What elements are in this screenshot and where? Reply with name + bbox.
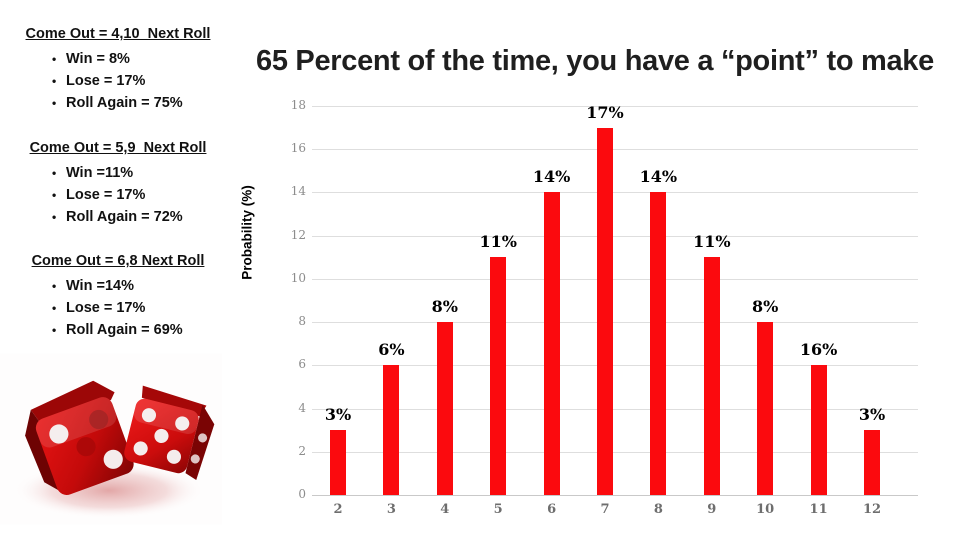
y-tick-label: 14 — [290, 184, 306, 199]
bullet-text: Roll Again = 72% — [66, 209, 183, 225]
gridline — [312, 106, 918, 107]
y-tick-label: 16 — [290, 141, 306, 156]
bar — [810, 365, 827, 495]
bar — [757, 322, 774, 495]
bullet-icon: • — [52, 166, 57, 180]
bullet-icon: • — [52, 52, 57, 66]
dice-image — [0, 353, 222, 525]
y-tick-label: 12 — [290, 227, 306, 242]
x-tick-label: 9 — [707, 502, 717, 517]
data-label: 11% — [693, 232, 731, 252]
x-tick-label: 7 — [600, 502, 610, 517]
x-tick-label: 8 — [653, 502, 663, 517]
gridline — [312, 495, 918, 496]
bullet-text: Roll Again = 69% — [66, 322, 183, 338]
bullet-icon: • — [52, 210, 57, 224]
y-tick-label: 4 — [298, 400, 306, 415]
data-label: 3% — [324, 405, 352, 425]
data-label: 3% — [858, 405, 886, 425]
gridline — [312, 365, 918, 367]
bar — [650, 192, 667, 495]
bullet-icon: • — [52, 279, 57, 293]
x-tick-label: 12 — [862, 502, 882, 517]
bullet-text: Lose = 17% — [66, 187, 146, 203]
list-item: • Roll Again = 72% — [8, 206, 228, 228]
bar-chart: 0 2 4 6 8 10 12 14 16 18 3% 2 6% 3 8% 4 11% 5 14% 6 17% 7 14% 8… — [240, 90, 960, 530]
bullet-icon: • — [52, 74, 57, 88]
bar — [597, 127, 613, 495]
section-heading: Come Out = 4,10 Next Roll — [25, 26, 211, 42]
gridline — [312, 322, 918, 324]
x-tick-label: 2 — [333, 502, 343, 517]
gridline — [312, 408, 918, 410]
bullet-text: Lose = 17% — [66, 300, 146, 316]
y-tick-label: 6 — [298, 357, 306, 372]
bar — [330, 430, 346, 495]
section-come-out-4-10: Come Out = 4,10 Next Roll • Win = 8% • L… — [8, 24, 228, 114]
bar — [436, 322, 453, 495]
list-item: • Lose = 17% — [8, 297, 228, 319]
x-tick-label: 10 — [756, 502, 775, 517]
bullet-icon: • — [52, 188, 57, 202]
bar — [490, 257, 507, 495]
y-axis-title: Probability (%) — [239, 185, 255, 280]
section-come-out-6-8: Come Out = 6,8 Next Roll • Win =14% • Lo… — [8, 251, 228, 341]
y-tick-label: 8 — [298, 314, 306, 329]
gridline — [312, 192, 918, 194]
x-tick-label: 4 — [440, 502, 450, 517]
bullet-icon: • — [52, 96, 57, 110]
data-label: 17% — [586, 102, 624, 122]
bar — [383, 365, 400, 495]
x-tick-label: 5 — [493, 502, 503, 517]
bullet-text: Roll Again = 75% — [66, 95, 183, 111]
data-label: 14% — [639, 167, 678, 187]
x-tick-label: 3 — [386, 502, 396, 517]
bar — [703, 257, 720, 495]
x-tick-label: 6 — [547, 502, 557, 517]
gridline — [312, 149, 918, 151]
section-heading: Come Out = 6,8 Next Roll — [31, 253, 205, 269]
bullet-icon: • — [52, 301, 57, 315]
bar — [864, 430, 880, 495]
data-label: 8% — [752, 297, 779, 317]
gridline — [312, 451, 918, 453]
bullet-text: Win =14% — [66, 278, 134, 294]
section-come-out-5-9: Come Out = 5,9 Next Roll • Win =11% • Lo… — [8, 138, 228, 228]
data-label: 16% — [799, 340, 838, 360]
list-item: • Win =11% — [8, 162, 228, 184]
data-label: 11% — [479, 232, 517, 252]
list-item: • Win =14% — [8, 275, 228, 297]
bullet-text: Lose = 17% — [66, 73, 146, 89]
y-tick-label: 10 — [290, 270, 306, 285]
bullet-text: Win =11% — [66, 165, 134, 181]
data-label: 6% — [378, 340, 405, 360]
bullet-icon: • — [52, 323, 57, 337]
data-label: 8% — [431, 297, 458, 317]
bullet-text: Win = 8% — [66, 51, 130, 67]
y-tick-label: 18 — [290, 98, 306, 112]
data-label: 14% — [532, 167, 571, 187]
bar — [543, 192, 560, 495]
gridline — [312, 235, 918, 237]
y-tick-label: 2 — [298, 443, 306, 458]
list-item: • Lose = 17% — [8, 70, 228, 92]
list-item: • Win = 8% — [8, 48, 228, 70]
y-tick-label: 0 — [298, 487, 306, 501]
list-item: • Roll Again = 69% — [8, 319, 228, 341]
section-heading: Come Out = 5,9 Next Roll — [29, 140, 207, 156]
list-item: • Lose = 17% — [8, 184, 228, 206]
x-tick-label: 11 — [809, 502, 828, 517]
gridline — [312, 278, 918, 280]
list-item: • Roll Again = 75% — [8, 92, 228, 114]
page-title: 65 Percent of the time, you have a “poin… — [256, 45, 934, 78]
